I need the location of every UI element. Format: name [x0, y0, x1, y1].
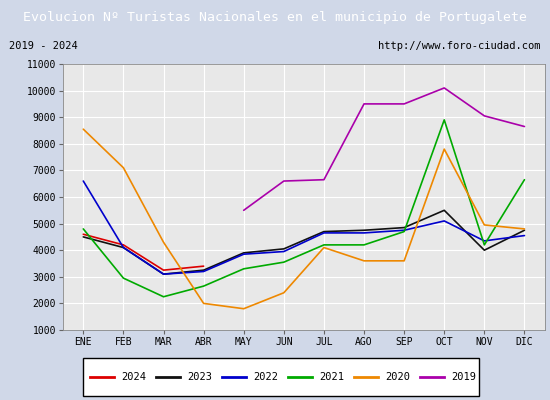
Text: 2019 - 2024: 2019 - 2024	[9, 41, 78, 51]
Text: 2019: 2019	[452, 372, 476, 382]
Text: 2024: 2024	[122, 372, 146, 382]
Text: 2023: 2023	[188, 372, 212, 382]
Text: 2020: 2020	[386, 372, 410, 382]
Text: 2022: 2022	[254, 372, 278, 382]
Text: Evolucion Nº Turistas Nacionales en el municipio de Portugalete: Evolucion Nº Turistas Nacionales en el m…	[23, 11, 527, 24]
Text: 2021: 2021	[320, 372, 344, 382]
Text: http://www.foro-ciudad.com: http://www.foro-ciudad.com	[378, 41, 541, 51]
FancyBboxPatch shape	[82, 358, 478, 396]
